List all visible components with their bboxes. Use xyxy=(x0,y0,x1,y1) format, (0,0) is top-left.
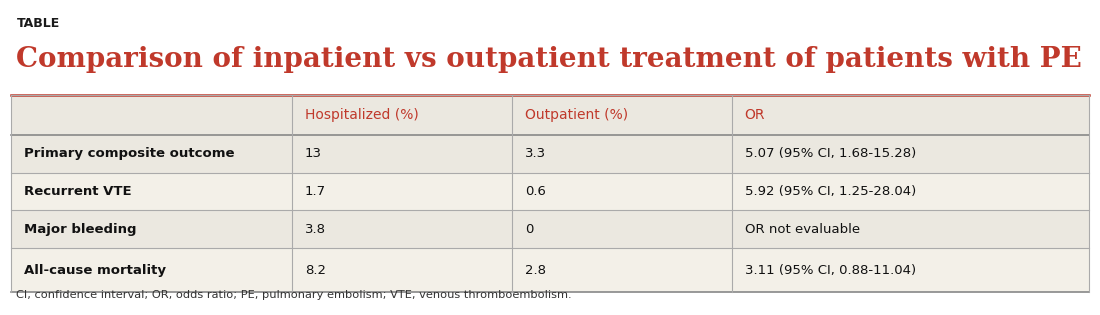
Text: 5.92 (95% CI, 1.25-28.04): 5.92 (95% CI, 1.25-28.04) xyxy=(745,185,916,198)
Bar xyxy=(11,94,1089,135)
Text: CI, confidence interval; OR, odds ratio; PE, pulmonary embolism; VTE, venous thr: CI, confidence interval; OR, odds ratio;… xyxy=(16,290,572,300)
Bar xyxy=(11,210,1089,248)
Text: TABLE: TABLE xyxy=(16,17,59,30)
Text: All-cause mortality: All-cause mortality xyxy=(24,264,166,277)
Text: 2.8: 2.8 xyxy=(525,264,546,277)
Text: Recurrent VTE: Recurrent VTE xyxy=(24,185,132,198)
Text: Hospitalized (%): Hospitalized (%) xyxy=(305,108,418,122)
Bar xyxy=(11,173,1089,210)
Text: Outpatient (%): Outpatient (%) xyxy=(525,108,628,122)
Text: OR not evaluable: OR not evaluable xyxy=(745,223,860,236)
Text: 3.11 (95% CI, 0.88-11.04): 3.11 (95% CI, 0.88-11.04) xyxy=(745,264,916,277)
Text: OR: OR xyxy=(745,108,766,122)
Text: 1.7: 1.7 xyxy=(305,185,326,198)
Text: Major bleeding: Major bleeding xyxy=(24,223,136,236)
Text: 8.2: 8.2 xyxy=(305,264,326,277)
Text: 13: 13 xyxy=(305,147,321,160)
Text: Comparison of inpatient vs outpatient treatment of patients with PE: Comparison of inpatient vs outpatient tr… xyxy=(16,46,1082,73)
Text: 5.07 (95% CI, 1.68-15.28): 5.07 (95% CI, 1.68-15.28) xyxy=(745,147,916,160)
Text: 0: 0 xyxy=(525,223,533,236)
Text: 3.3: 3.3 xyxy=(525,147,546,160)
Bar xyxy=(11,248,1089,292)
Bar xyxy=(11,135,1089,173)
Text: 0.6: 0.6 xyxy=(525,185,546,198)
Text: Primary composite outcome: Primary composite outcome xyxy=(24,147,234,160)
Text: 3.8: 3.8 xyxy=(305,223,326,236)
